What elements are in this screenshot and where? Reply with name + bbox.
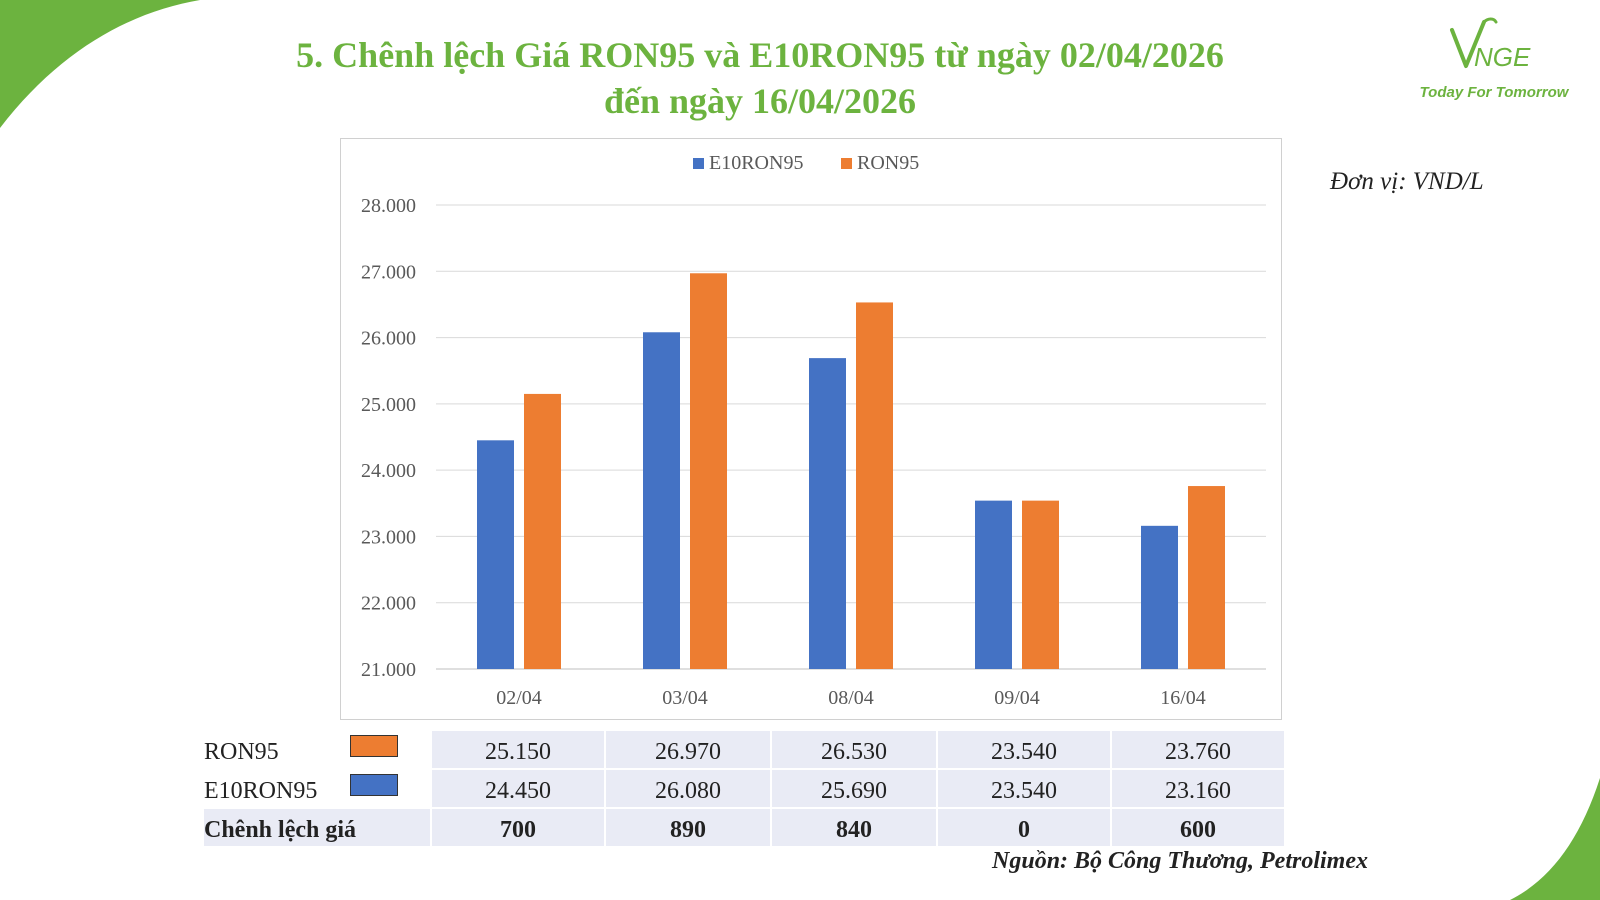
bar-ron95 — [856, 302, 893, 669]
y-tick-label: 27.000 — [361, 261, 416, 283]
bar-e10ron95 — [1141, 525, 1178, 669]
y-tick-label: 22.000 — [361, 593, 416, 615]
table-cell: 23.540 — [936, 729, 1112, 770]
table-cell: 23.540 — [936, 768, 1112, 809]
table-row: RON95 25.150 26.970 26.530 23.540 23.760 — [202, 729, 1286, 770]
corner-decoration-bottom-right — [1510, 778, 1600, 900]
y-tick-label: 26.000 — [361, 328, 416, 350]
y-tick-label: 23.000 — [361, 526, 416, 548]
legend-swatch-ron95 — [841, 158, 852, 169]
table-cell: 26.530 — [770, 729, 938, 770]
bar-e10ron95 — [809, 358, 846, 669]
row-label-text: Chênh lệch giá — [204, 817, 357, 843]
x-tick-label: 02/04 — [496, 687, 542, 709]
table-cell: 0 — [936, 807, 1112, 848]
table-cell: 26.080 — [604, 768, 772, 809]
table-row: Chênh lệch giá 700 890 840 0 600 — [202, 807, 1286, 848]
x-tick-label: 16/04 — [1160, 687, 1206, 709]
bar-e10ron95 — [477, 440, 514, 669]
y-tick-label: 24.000 — [361, 460, 416, 482]
y-tick-label: 21.000 — [361, 659, 416, 681]
table-cell: 25.150 — [430, 729, 606, 770]
title-line-1: 5. Chênh lệch Giá RON95 và E10RON95 từ n… — [296, 35, 1224, 75]
table-cell: 600 — [1110, 807, 1286, 848]
x-tick-label: 09/04 — [994, 687, 1040, 709]
x-tick-label: 03/04 — [662, 687, 708, 709]
table-cell: 24.450 — [430, 768, 606, 809]
row-label-text: E10RON95 — [204, 778, 318, 804]
corner-decoration-top-left — [0, 0, 200, 128]
bar-chart-svg: 21.000 22.000 23.000 24.000 25.000 26.000 27.0… — [361, 152, 1266, 709]
legend-label-ron95: RON95 — [857, 152, 919, 174]
bar-ron95 — [1022, 500, 1059, 669]
source-note: Nguồn: Bộ Công Thương, Petrolimex — [992, 848, 1368, 874]
bar-chart: 21.000 22.000 23.000 24.000 25.000 26.000 27.0… — [340, 138, 1282, 720]
bar-e10ron95 — [643, 332, 680, 669]
x-tick-label: 08/04 — [828, 687, 874, 709]
table-cell: 23.160 — [1110, 768, 1286, 809]
logo-tagline: Today For Tomorrow — [1419, 84, 1569, 101]
table-cell: 700 — [430, 807, 606, 848]
row-label: Chênh lệch giá — [202, 807, 432, 848]
bar-e10ron95 — [975, 500, 1012, 669]
unit-label: Đơn vị: VND/L — [1330, 168, 1484, 195]
title-line-2: đến ngày 16/04/2026 — [603, 81, 917, 121]
y-tick-label: 28.000 — [361, 195, 416, 217]
row-label: E10RON95 — [202, 768, 432, 809]
table-row: E10RON95 24.450 26.080 25.690 23.540 23.160 — [202, 768, 1286, 809]
row-label: RON95 — [202, 729, 432, 770]
legend-label-e10ron95: E10RON95 — [709, 152, 803, 174]
legend-swatch — [350, 774, 398, 796]
data-table: RON95 25.150 26.970 26.530 23.540 23.760 E10RO… — [202, 729, 1286, 848]
table-cell: 840 — [770, 807, 938, 848]
page-title: 5. Chênh lệch Giá RON95 và E10RON95 từ n… — [200, 32, 1320, 124]
row-label-text: RON95 — [204, 739, 279, 765]
vnge-logo: NGE Today For Tomorrow — [1404, 16, 1584, 106]
table-cell: 890 — [604, 807, 772, 848]
svg-text:NGE: NGE — [1474, 42, 1531, 72]
bar-ron95 — [1188, 486, 1225, 669]
table-cell: 25.690 — [770, 768, 938, 809]
legend-swatch — [350, 735, 398, 757]
y-tick-label: 25.000 — [361, 394, 416, 416]
bar-ron95 — [524, 393, 561, 669]
bar-ron95 — [690, 273, 727, 669]
table-cell: 23.760 — [1110, 729, 1286, 770]
vnge-logo-mark: NGE — [1450, 17, 1531, 72]
table-cell: 26.970 — [604, 729, 772, 770]
legend-swatch-e10ron95 — [693, 158, 704, 169]
